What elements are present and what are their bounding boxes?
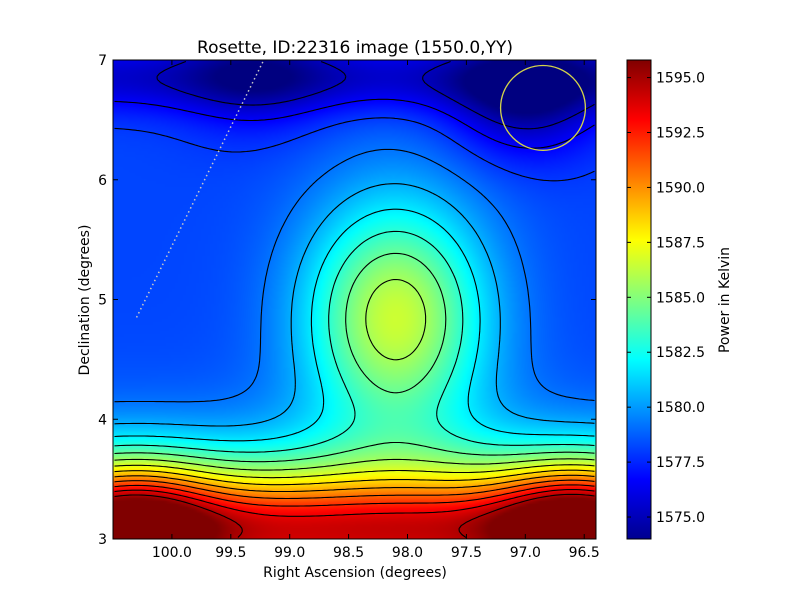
x-tick-label: 98.0: [392, 545, 423, 561]
y-axis-ticks: 3 4 5 6 7: [98, 53, 596, 548]
y-tick-label: 4: [98, 412, 107, 428]
chart-title: Rosette, ID:22316 image (1550.0,YY): [197, 38, 513, 58]
beam-circle-annotation: [499, 64, 587, 151]
colorbar-tick-label: 1590.0: [656, 180, 705, 196]
contour-line: [114, 493, 595, 538]
colorbar-tick-label: 1582.5: [656, 345, 705, 361]
colorbar-tick-label: 1587.5: [656, 235, 705, 251]
contour-line: [114, 148, 595, 403]
colorbar-gradient: [626, 59, 652, 540]
contour-line: [114, 489, 595, 517]
heatmap-image: [113, 60, 596, 539]
colorbar-tick-label: 1575.0: [656, 510, 705, 526]
colorbar-ticks: 1575.0 1577.5 1580.0 1582.5 1585.0 1587.5 1590…: [627, 71, 705, 526]
x-tick-label: 98.5: [333, 545, 364, 561]
contour-line: [114, 208, 595, 442]
colorbar: 1575.0 1577.5 1580.0 1582.5 1585.0 1587.5 1590…: [626, 59, 733, 540]
contour-line: [114, 479, 595, 500]
contour-line: [114, 252, 595, 463]
x-tick-label: 97.5: [451, 545, 482, 561]
x-axis-ticks: 100.0 99.5 99.0 98.5 98.0 97.5 97.0 96.5: [152, 60, 600, 561]
y-tick-label: 3: [98, 532, 107, 548]
x-tick-label: 96.5: [569, 545, 600, 561]
contour-line: [114, 98, 595, 149]
contour-line: [114, 474, 595, 493]
y-axis-label: Declination (degrees): [77, 225, 93, 376]
colorbar-tick-label: 1595.0: [656, 71, 705, 87]
contour-line: [156, 60, 595, 130]
colorbar-tick-label: 1585.0: [656, 290, 705, 306]
x-tick-label: 100.0: [152, 545, 192, 561]
colorbar-label: Power in Kelvin: [717, 247, 733, 353]
contour-line: [114, 278, 595, 471]
y-tick-label: 5: [98, 293, 107, 309]
x-tick-label: 99.5: [215, 545, 246, 561]
contour-lines: [114, 60, 595, 538]
x-axis-label: Right Ascension (degrees): [263, 565, 447, 581]
x-tick-label: 97.0: [510, 545, 541, 561]
plot-area: 100.0 99.5 99.0 98.5 98.0 97.5 97.0 96.5 3 4 5 6 7: [98, 53, 600, 561]
colorbar-tick-label: 1580.0: [656, 400, 705, 416]
y-tick-label: 7: [98, 53, 107, 69]
dotted-line-annotation: [135, 60, 265, 318]
x-tick-label: 99.0: [274, 545, 305, 561]
contour-line: [114, 484, 595, 507]
contour-line: [114, 230, 595, 453]
contour-line: [114, 183, 595, 427]
colorbar-tick-label: 1577.5: [656, 455, 705, 471]
colorbar-tick-label: 1592.5: [656, 126, 705, 142]
contour-line: [114, 469, 595, 486]
contour-line: [114, 464, 595, 479]
contour-line: [114, 117, 595, 182]
y-tick-label: 6: [98, 173, 107, 189]
